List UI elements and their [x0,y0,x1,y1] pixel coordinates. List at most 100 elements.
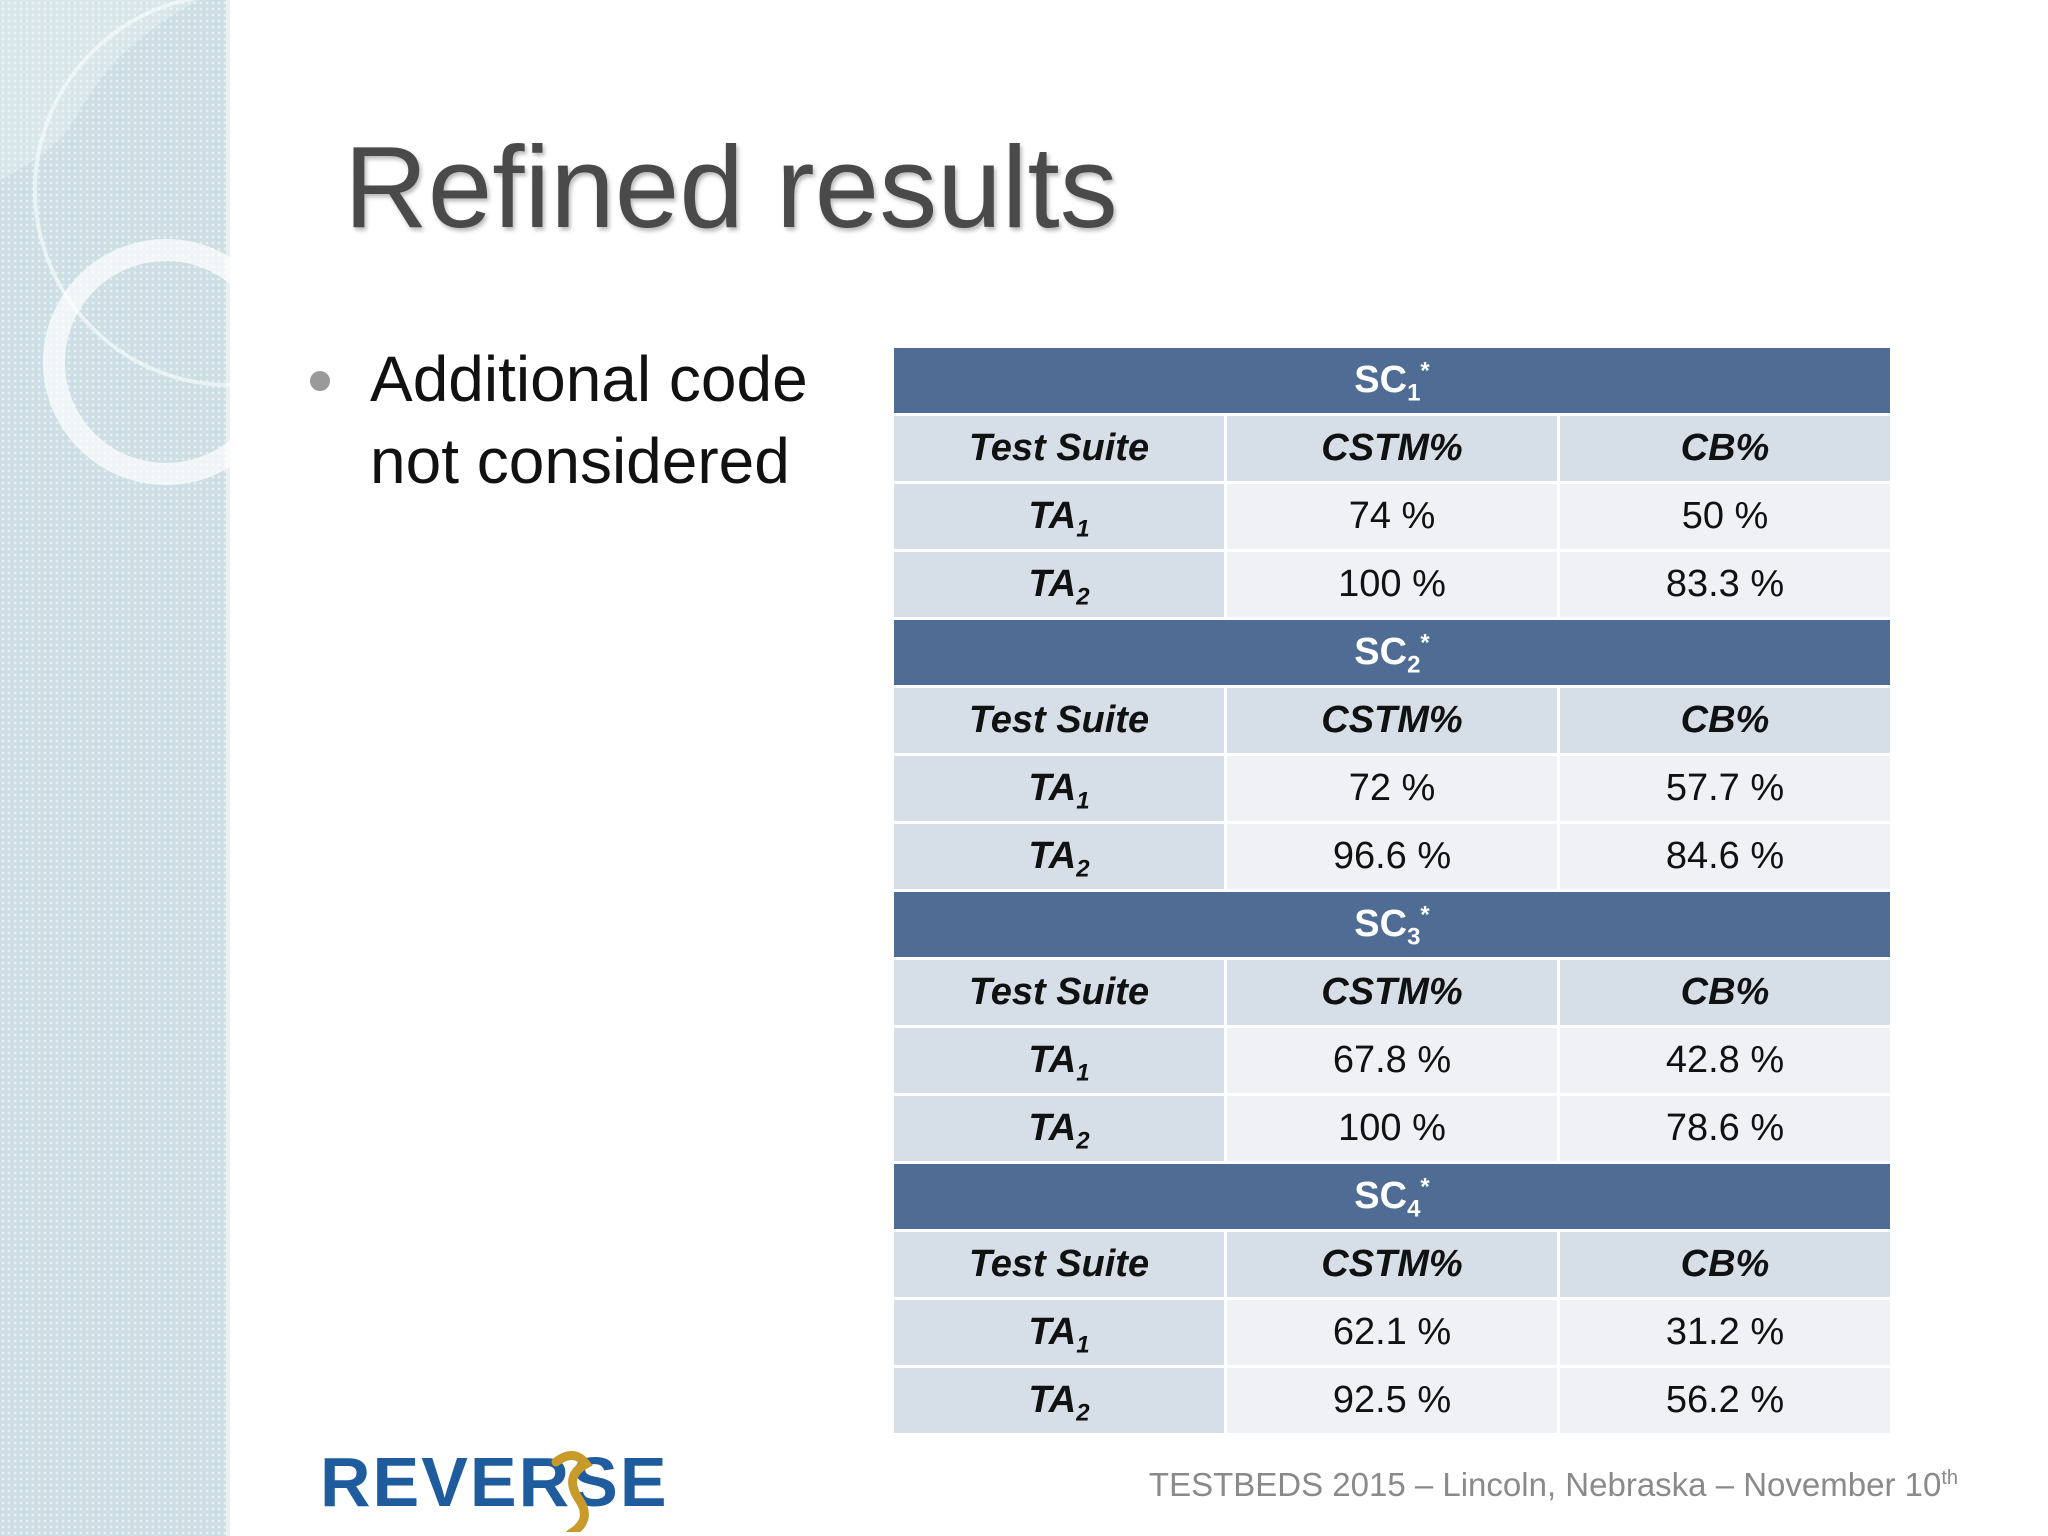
column-header: CB% [1557,416,1891,484]
column-header: CB% [1557,1232,1891,1300]
column-header: CSTM% [1224,688,1557,756]
test-suite-sub: 2 [1076,855,1090,883]
cstm-cell: 74 % [1224,484,1557,552]
test-suite-sub: 1 [1076,515,1090,543]
column-header: CB% [1557,960,1891,1028]
test-suite-cell: TA1 [894,1300,1224,1368]
table-row: TA2 96.6 % 84.6 % [894,824,1891,892]
table-row: TA2 100 % 83.3 % [894,552,1891,620]
footer-sup: th [1941,1467,1958,1489]
column-header: CSTM% [1224,960,1557,1028]
test-suite-sub: 1 [1076,787,1090,815]
header-row: Test Suite CSTM% CB% [894,688,1891,756]
cb-cell: 42.8 % [1557,1028,1891,1096]
section-row: SC2* [894,620,1891,688]
test-suite-label: TA [1028,1039,1077,1081]
section-title-text: SC [1354,903,1408,945]
column-header: Test Suite [894,1232,1224,1300]
seahorse-icon [551,1451,593,1532]
column-header: Test Suite [894,688,1224,756]
cb-cell: 50 % [1557,484,1891,552]
section-title: SC3* [894,892,1891,960]
column-header: Test Suite [894,416,1224,484]
cstm-cell: 92.5 % [1224,1368,1557,1436]
test-suite-cell: TA2 [894,824,1224,892]
section-row: SC4* [894,1164,1891,1232]
section-title-sub: 2 [1407,651,1421,679]
cb-cell: 56.2 % [1557,1368,1891,1436]
bullet-text: Additional code not considered [370,343,808,497]
test-suite-cell: TA2 [894,1096,1224,1164]
section-title-text: SC [1354,1175,1408,1217]
cstm-cell: 72 % [1224,756,1557,824]
cb-cell: 84.6 % [1557,824,1891,892]
test-suite-sub: 2 [1076,1399,1090,1427]
results-table: SC1* Test Suite CSTM% CB% TA1 74 % 50 % TA2 100 … [894,348,1891,1436]
footer-main: TESTBEDS 2015 – Lincoln, Nebraska – Nove… [1148,1466,1942,1503]
reverse-logo: REVERSE [320,1443,669,1532]
table-row: TA1 67.8 % 42.8 % [894,1028,1891,1096]
table-row: TA1 74 % 50 % [894,484,1891,552]
section-title-sub: 1 [1407,379,1421,407]
test-suite-cell: TA2 [894,1368,1224,1436]
table-row: TA1 62.1 % 31.2 % [894,1300,1891,1368]
test-suite-label: TA [1028,1107,1077,1149]
section-title: SC2* [894,620,1891,688]
bullet-icon [310,371,330,391]
results-table-body: SC1* Test Suite CSTM% CB% TA1 74 % 50 % TA2 100 … [894,348,1891,1436]
sidebar-edge [226,0,230,1536]
cb-cell: 78.6 % [1557,1096,1891,1164]
section-title: SC1* [894,348,1891,416]
test-suite-sub: 2 [1076,583,1090,611]
decorative-swoosh [0,0,200,180]
test-suite-label: TA [1028,767,1077,809]
cstm-cell: 62.1 % [1224,1300,1557,1368]
column-header: CB% [1557,688,1891,756]
cb-cell: 57.7 % [1557,756,1891,824]
test-suite-label: TA [1028,495,1077,537]
test-suite-sub: 1 [1076,1331,1090,1359]
section-row: SC3* [894,892,1891,960]
cb-cell: 83.3 % [1557,552,1891,620]
header-row: Test Suite CSTM% CB% [894,1232,1891,1300]
decorative-large-ring [33,0,240,387]
test-suite-sub: 2 [1076,1127,1090,1155]
test-suite-label: TA [1028,1311,1077,1353]
test-suite-label: TA [1028,1379,1077,1421]
cstm-cell: 100 % [1224,552,1557,620]
logo-wordmark: REVERSE [320,1443,669,1521]
cstm-cell: 100 % [1224,1096,1557,1164]
test-suite-cell: TA1 [894,756,1224,824]
section-title-sup: * [1420,901,1430,929]
cstm-cell: 96.6 % [1224,824,1557,892]
section-title-text: SC [1354,359,1408,401]
section-row: SC1* [894,348,1891,416]
table-row: TA2 100 % 78.6 % [894,1096,1891,1164]
test-suite-label: TA [1028,835,1077,877]
section-title-sup: * [1420,357,1430,385]
column-header: Test Suite [894,960,1224,1028]
section-title-sub: 4 [1407,1195,1421,1223]
test-suite-cell: TA2 [894,552,1224,620]
cstm-cell: 67.8 % [1224,1028,1557,1096]
header-row: Test Suite CSTM% CB% [894,416,1891,484]
decorative-small-ring [43,239,240,485]
header-row: Test Suite CSTM% CB% [894,960,1891,1028]
test-suite-cell: TA1 [894,484,1224,552]
test-suite-cell: TA1 [894,1028,1224,1096]
section-title: SC4* [894,1164,1891,1232]
column-header: CSTM% [1224,1232,1557,1300]
decorative-rings [0,0,240,485]
cb-cell: 31.2 % [1557,1300,1891,1368]
column-header: CSTM% [1224,416,1557,484]
test-suite-sub: 1 [1076,1059,1090,1087]
section-title-sup: * [1420,1173,1430,1201]
test-suite-label: TA [1028,563,1077,605]
section-title-text: SC [1354,631,1408,673]
table-row: TA1 72 % 57.7 % [894,756,1891,824]
table-row: TA2 92.5 % 56.2 % [894,1368,1891,1436]
footer-text: TESTBEDS 2015 – Lincoln, Nebraska – Nove… [1149,1466,1958,1504]
section-title-sup: * [1420,629,1430,657]
section-title-sub: 3 [1407,923,1421,951]
slide-title: Refined results [344,122,1118,252]
